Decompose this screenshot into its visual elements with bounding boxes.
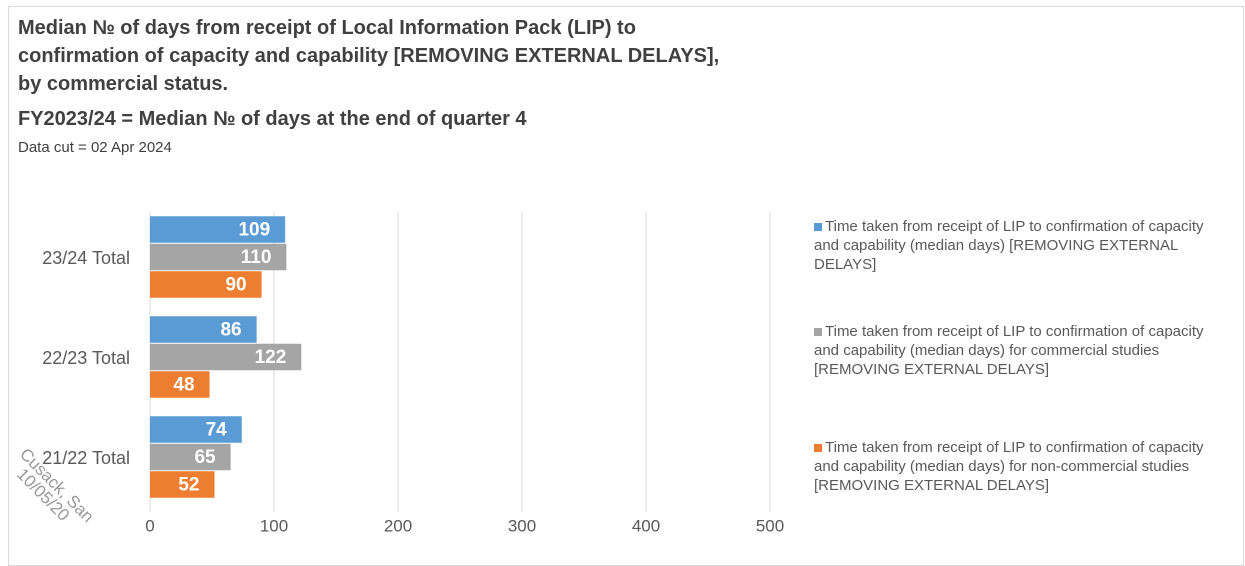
bar (150, 471, 215, 498)
bar (150, 243, 287, 271)
y-tick-label: 22/23 Total (42, 348, 130, 368)
legend-entry: Time taken from receipt of LIP to confir… (814, 217, 1214, 274)
x-tick-label: 500 (756, 516, 784, 535)
legend-swatch (814, 223, 822, 231)
data-label: 122 (255, 347, 287, 368)
legend-entry: Time taken from receipt of LIP to confir… (814, 438, 1214, 495)
chart-note: Data cut = 02 Apr 2024 (18, 139, 172, 156)
x-tick-label: 400 (632, 516, 660, 535)
legend-label: Time taken from receipt of LIP to confir… (814, 218, 1204, 273)
data-label: 109 (238, 220, 270, 241)
bar (150, 216, 286, 243)
chart: 0 100 200 300 400 500 23/24 Total 109 110 90 22/23… (13, 212, 784, 535)
bar (150, 443, 231, 471)
data-label: 52 (178, 475, 199, 496)
legend-label: Time taken from receipt of LIP to confir… (814, 323, 1204, 378)
bar (150, 371, 210, 398)
data-label: 48 (173, 375, 194, 396)
y-tick-label: 21/22 Total (42, 448, 130, 468)
bar (150, 316, 257, 343)
bar (150, 343, 302, 371)
data-label: 65 (194, 447, 216, 468)
legend-swatch (814, 444, 822, 452)
x-tick-label: 100 (260, 516, 288, 535)
bar (150, 271, 262, 298)
x-tick-label: 0 (145, 516, 154, 535)
bar (150, 416, 242, 443)
legend-swatch (814, 328, 822, 336)
x-tick-label: 200 (384, 516, 412, 535)
chart-subtitle: FY2023/24 = Median № of days at the end … (18, 108, 527, 130)
data-label: 90 (225, 275, 246, 296)
y-tick-label: 23/24 Total (42, 248, 130, 268)
x-tick-label: 300 (508, 516, 536, 535)
legend-label: Time taken from receipt of LIP to confir… (814, 439, 1204, 494)
chart-title: Median № of days from receipt of Local I… (18, 17, 720, 95)
data-label: 74 (206, 420, 228, 441)
data-label: 86 (220, 320, 241, 341)
data-label: 110 (241, 247, 272, 268)
legend-entry: Time taken from receipt of LIP to confir… (814, 322, 1214, 379)
page: Median № of days from receipt of Local I… (8, 6, 1244, 566)
